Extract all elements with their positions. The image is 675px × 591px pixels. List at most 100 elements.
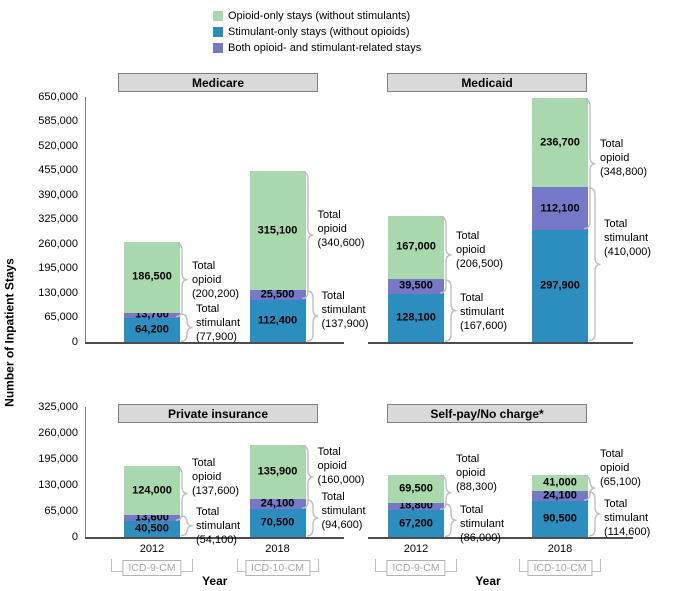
legend-item-stimulant-only: Stimulant-only stays (without opioids) [213, 24, 421, 40]
bar-segment-opioid-only [249, 171, 306, 291]
annotation-line: stimulant [321, 505, 366, 518]
annotation-line: opioid [600, 151, 630, 164]
x-tick-year-label: 2018 [547, 543, 573, 555]
segment-value-label: 41,000 [543, 476, 577, 489]
panel-header-private-insurance: Private insurance [118, 404, 318, 423]
segment-value-label: 67,200 [399, 517, 433, 530]
segment-value-label: 39,500 [399, 279, 433, 292]
total-stimulant-annotation: Total stimulant (86,000) [460, 503, 504, 545]
annotation-line: Total [600, 137, 624, 150]
total-stimulant-annotation: Total stimulant (94,600) [322, 490, 366, 532]
annotation-line: Total [604, 498, 628, 511]
annotation-line: stimulant [604, 512, 649, 525]
annotation-line: (340,600) [317, 237, 365, 250]
total-opioid-brace-icon [301, 445, 314, 509]
annotation-line: Total [317, 445, 341, 458]
total-opioid-brace-icon [583, 98, 596, 230]
bar-segment-both [124, 312, 180, 318]
annotation-line: opioid [317, 223, 347, 236]
y-tick-label: 650,000 [38, 90, 78, 103]
total-opioid-annotation: Total opioid (206,500) [456, 229, 503, 271]
segment-value-label: 315,100 [257, 224, 298, 237]
total-stimulant-annotation: Total stimulant (54,100) [196, 505, 240, 547]
y-tick-label: 195,000 [38, 452, 78, 465]
segment-value-label: 236,700 [540, 136, 580, 149]
annotation-line: (200,200) [192, 288, 240, 301]
segment-value-label: 167,000 [396, 240, 436, 253]
annotation-line: stimulant [196, 317, 241, 330]
annotation-line: opioid [317, 459, 347, 472]
legend-label: Stimulant-only stays (without opioids) [228, 26, 410, 38]
bar-segment-both [532, 491, 588, 501]
y-tick-label: 0 [71, 335, 78, 348]
segment-value-label: 13,600 [135, 511, 169, 524]
annotation-line: opioid [192, 471, 222, 484]
bar-segment-both [124, 515, 180, 521]
y-axis-line [85, 97, 86, 342]
annotation-line: (114,600) [604, 526, 651, 539]
annotation-line: (160,000) [317, 473, 365, 486]
total-opioid-annotation: Total opioid (340,600) [318, 208, 365, 250]
chart-legend: Opioid-only stays (without stimulants) St… [213, 8, 421, 56]
x-tick-year-label: 2012 [403, 543, 429, 555]
total-opioid-brace-icon [439, 475, 452, 510]
x-tick-year-label: 2012 [139, 543, 165, 555]
segment-value-label: 13,700 [135, 308, 169, 321]
total-stimulant-annotation: Total stimulant (167,600) [460, 291, 507, 333]
total-opioid-brace-icon [175, 242, 188, 318]
icd-code-set-box: ICD-9-CM [386, 560, 446, 576]
total-opioid-annotation: Total opioid (65,100) [600, 447, 641, 489]
bar-segment-both [249, 290, 306, 300]
y-tick-label: 65,000 [44, 504, 78, 517]
x-axis-line [85, 342, 344, 344]
segment-value-label: 135,900 [257, 465, 298, 478]
segment-value-label: 70,500 [260, 516, 295, 529]
annotation-line: (65,100) [600, 475, 641, 488]
annotation-line: Total [600, 447, 624, 460]
legend-swatch-icon [213, 27, 223, 37]
y-tick-label: 260,000 [38, 426, 78, 439]
total-opioid-annotation: Total opioid (348,800) [600, 137, 647, 179]
bar-segment-both [249, 499, 306, 509]
legend-item-both: Both opioid- and stimulant-related stays [213, 40, 421, 56]
annotation-line: stimulant [460, 306, 505, 319]
annotation-line: stimulant [460, 517, 505, 530]
legend-item-opioid-only: Opioid-only stays (without stimulants) [213, 8, 421, 24]
annotation-line: opioid [192, 274, 222, 287]
annotation-line: Total [321, 491, 345, 504]
annotation-line: Total [321, 290, 345, 302]
segment-value-label: 124,000 [132, 484, 172, 497]
bar-segment-stimulant-only [249, 299, 306, 342]
bar-segment-both [532, 187, 588, 230]
bar-segment-opioid-only [388, 474, 444, 503]
segment-value-label: 24,100 [543, 489, 577, 502]
annotation-line: (86,000) [460, 531, 501, 544]
legend-label: Both opioid- and stimulant-related stays [228, 42, 422, 54]
annotation-line: Total [604, 217, 628, 230]
annotation-line: (167,600) [460, 320, 508, 333]
total-opioid-brace-icon [301, 171, 314, 300]
segment-value-label: 90,500 [543, 512, 577, 525]
annotation-line: stimulant [321, 304, 366, 316]
icd-code-set-box: ICD-9-CM [122, 560, 182, 576]
total-stimulant-brace-icon [444, 279, 457, 342]
bar-segment-stimulant-only [388, 293, 444, 342]
total-opioid-annotation: Total opioid (88,300) [456, 452, 497, 494]
y-tick-label: 260,000 [38, 237, 78, 250]
annotation-line: Total [317, 209, 341, 222]
y-tick-label: 325,000 [38, 213, 78, 225]
annotation-line: (206,500) [456, 257, 504, 270]
x-axis-line [85, 537, 344, 539]
total-stimulant-annotation: Total stimulant (410,000) [604, 217, 651, 259]
annotation-line: Total [460, 503, 484, 516]
bar-segment-opioid-only [532, 474, 588, 492]
bar-segment-opioid-only [249, 444, 306, 500]
segment-value-label: 186,500 [132, 270, 172, 283]
annotation-line: stimulant [604, 231, 649, 244]
y-tick-label: 130,000 [38, 478, 78, 491]
total-opioid-brace-icon [583, 475, 596, 501]
annotation-line: (88,300) [456, 481, 497, 494]
segment-value-label: 18,800 [399, 499, 433, 512]
y-tick-label: 65,000 [44, 311, 78, 323]
bar-segment-stimulant-only [532, 229, 588, 342]
